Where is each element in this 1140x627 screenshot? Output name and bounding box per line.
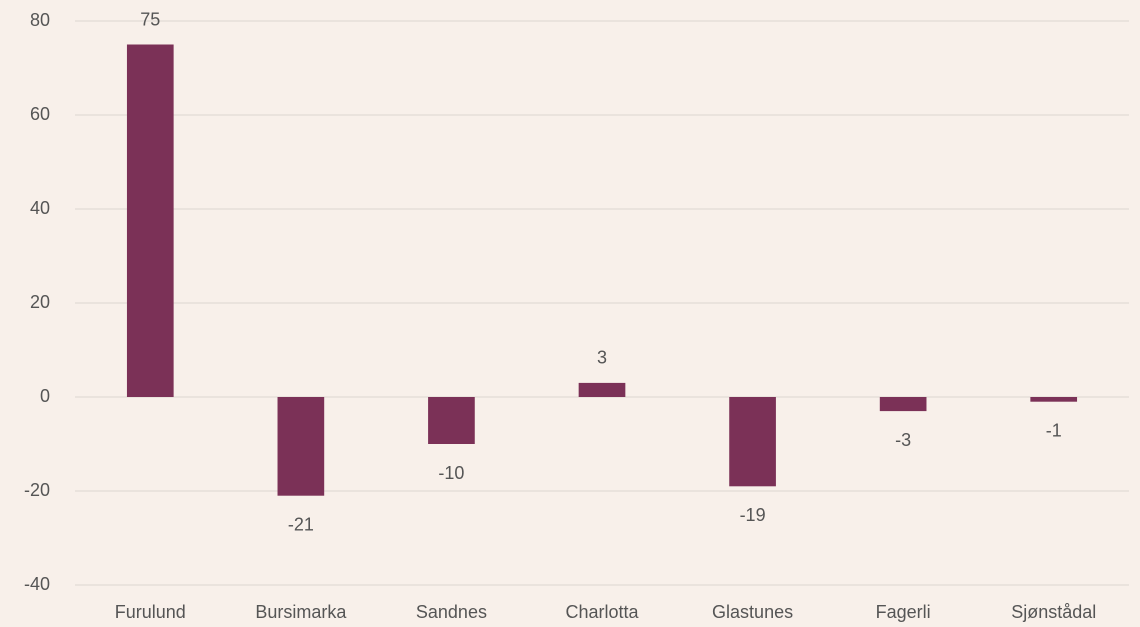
- data-label: -3: [895, 430, 911, 450]
- x-tick-label: Furulund: [115, 602, 186, 622]
- x-tick-label: Charlotta: [565, 602, 639, 622]
- bar: [879, 397, 927, 412]
- y-tick-label: 40: [30, 198, 50, 218]
- y-tick-label: 0: [40, 386, 50, 406]
- data-label: 3: [597, 348, 607, 368]
- bar: [729, 397, 776, 487]
- bar: [428, 397, 475, 444]
- bar: [126, 44, 174, 397]
- bar: [1030, 397, 1078, 402]
- y-tick-label: -40: [24, 574, 50, 594]
- x-tick-label: Bursimarka: [255, 602, 347, 622]
- y-tick-label: 20: [30, 292, 50, 312]
- x-tick-label: Glastunes: [712, 602, 793, 622]
- bar: [277, 397, 325, 496]
- x-tick-label: Sjønstådal: [1011, 602, 1096, 622]
- y-tick-label: 80: [30, 10, 50, 30]
- data-label: -1: [1046, 420, 1062, 440]
- x-tick-label: Sandnes: [416, 602, 487, 622]
- y-tick-label: 60: [30, 104, 50, 124]
- data-label: -21: [288, 514, 314, 534]
- data-label: -19: [740, 505, 766, 525]
- data-label: -10: [438, 463, 464, 483]
- x-tick-label: Fagerli: [876, 602, 931, 622]
- y-tick-label: -20: [24, 480, 50, 500]
- bar: [578, 382, 626, 397]
- data-label: 75: [140, 9, 160, 29]
